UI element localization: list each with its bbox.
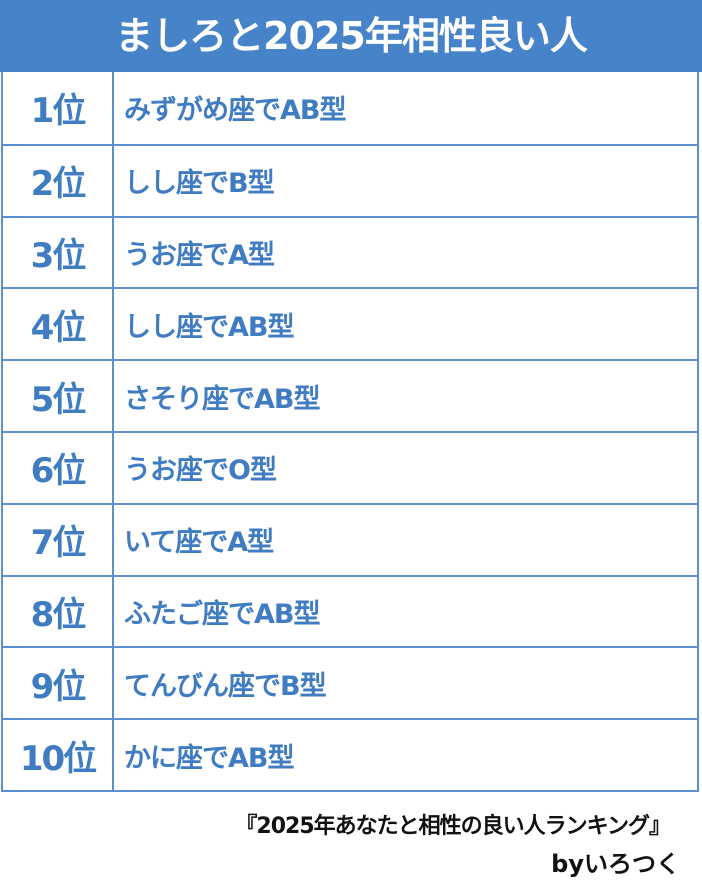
match-cell: ふたご座でAB型 [124,598,320,630]
table-row: 7位 いて座でA型 [3,502,697,575]
table-row: 4位 しし座でAB型 [3,287,697,360]
byline: byいろつく [551,850,680,878]
rank-cell: 1位 [3,72,114,144]
page-title: ましろと2025年相性良い人 [0,0,702,72]
table-row: 6位 うお座でO型 [3,430,697,503]
rank-cell: 3位 [3,217,114,288]
ranking-table: 1位 みずがめ座でAB型 2位 しし座でB型 3位 うお座でA型 4位 しし座でAB型 5位 さそ… [1,72,699,792]
source-caption: 『2025年あなたと相性の良い人ランキング』 [235,814,671,839]
rank-cell: 2位 [3,145,114,216]
match-cell: うお座でA型 [124,239,275,271]
match-cell: かに座でAB型 [124,742,294,774]
table-row: 8位 ふたご座でAB型 [3,574,697,647]
match-cell: うお座でO型 [124,455,277,487]
rank-cell: 7位 [3,504,114,575]
match-cell: しし座でB型 [124,168,275,200]
match-cell: いて座でA型 [124,527,274,559]
rank-cell: 6位 [3,432,114,503]
table-row: 1位 みずがめ座でAB型 [3,72,697,144]
match-cell: みずがめ座でAB型 [124,95,346,127]
rank-cell: 4位 [3,289,114,360]
rank-cell: 9位 [3,648,114,719]
rank-cell: 10位 [3,720,114,790]
match-cell: さそり座でAB型 [124,383,320,415]
table-row: 5位 さそり座でAB型 [3,359,697,431]
rank-cell: 5位 [3,361,114,431]
match-cell: しし座でAB型 [124,311,294,343]
rank-cell: 8位 [3,576,114,647]
table-row: 9位 てんびん座でB型 [3,646,697,719]
table-row: 3位 うお座でA型 [3,215,697,288]
table-row: 2位 しし座でB型 [3,143,697,216]
table-row: 10位 かに座でAB型 [3,718,697,790]
match-cell: てんびん座でB型 [124,670,327,702]
